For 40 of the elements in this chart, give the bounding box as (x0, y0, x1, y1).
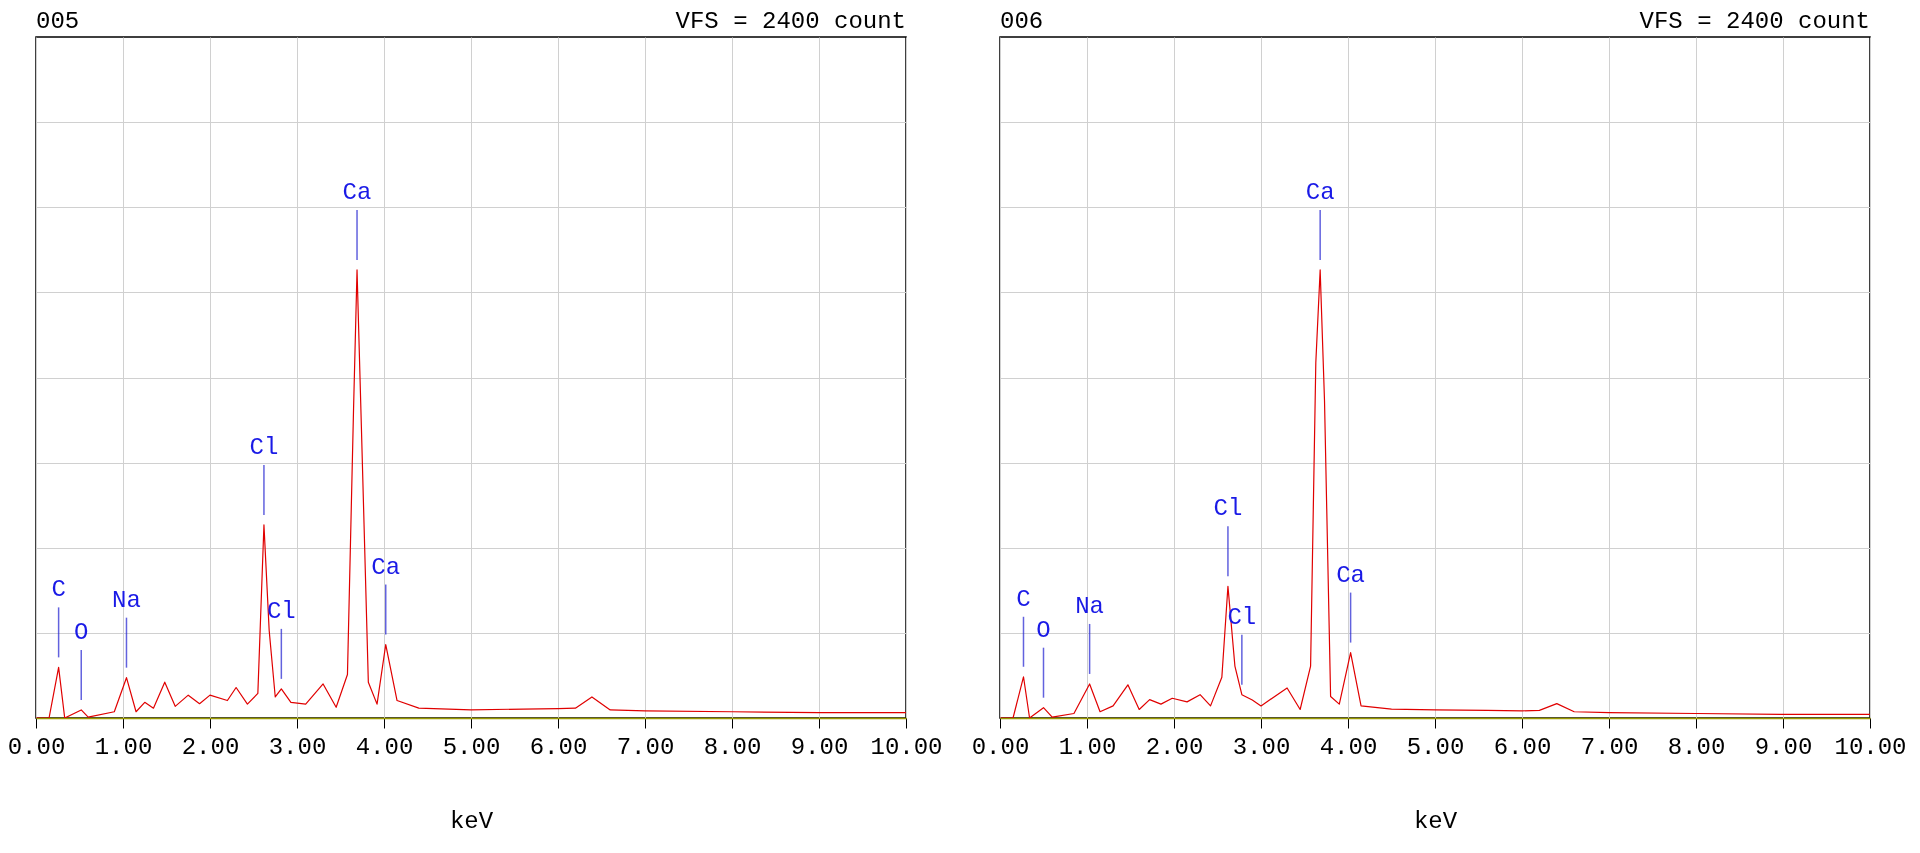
x-tick-label: 5.00 (1406, 733, 1465, 761)
annotation: C (1016, 585, 1031, 613)
chart-title: 006 (1000, 8, 1044, 35)
x-tick-label: 5.00 (442, 733, 501, 761)
x-tick-label: 1.00 (94, 733, 153, 761)
x-tick-label: 8.00 (1667, 733, 1726, 761)
x-tick-label: 0.00 (971, 733, 1030, 761)
annotation: Ca (342, 178, 372, 206)
annotation: Na (1075, 592, 1105, 620)
annotation: C (51, 576, 66, 604)
x-tick-label: 3.00 (1232, 733, 1291, 761)
x-tick-label: 4.00 (1319, 733, 1378, 761)
x-tick-label: 10.00 (870, 733, 943, 761)
x-tick-label: 6.00 (1493, 733, 1552, 761)
x-tick-label: 2.00 (181, 733, 240, 761)
x-tick-label: 9.00 (1754, 733, 1813, 761)
annotation: Cl (249, 433, 279, 461)
x-tick-label: 8.00 (703, 733, 762, 761)
x-tick-label: 6.00 (529, 733, 588, 761)
x-tick-label: 3.00 (268, 733, 327, 761)
x-tick-label: 0.00 (7, 733, 66, 761)
x-tick-label: 10.00 (1834, 733, 1907, 761)
x-tick-label: 4.00 (355, 733, 414, 761)
annotation: Na (112, 586, 141, 614)
annotation: O (1036, 616, 1051, 644)
annotation: Cl (1213, 495, 1243, 523)
x-tick-label: 9.00 (790, 733, 849, 761)
annotation: O (74, 618, 89, 646)
annotation: Ca (1305, 178, 1335, 206)
x-axis-title: keV (449, 807, 494, 835)
x-tick-label: 1.00 (1058, 733, 1117, 761)
annotation: Ca (1336, 561, 1366, 589)
x-tick-label: 7.00 (616, 733, 675, 761)
x-tick-label: 2.00 (1145, 733, 1204, 761)
annotation: Ca (371, 553, 401, 581)
text: VFS = 2400 count (675, 8, 906, 35)
chart-title: 005 (36, 8, 80, 35)
x-axis-title: keV (1413, 807, 1458, 835)
text: VFS = 2400 count (1639, 8, 1870, 35)
x-tick-label: 7.00 (1580, 733, 1639, 761)
